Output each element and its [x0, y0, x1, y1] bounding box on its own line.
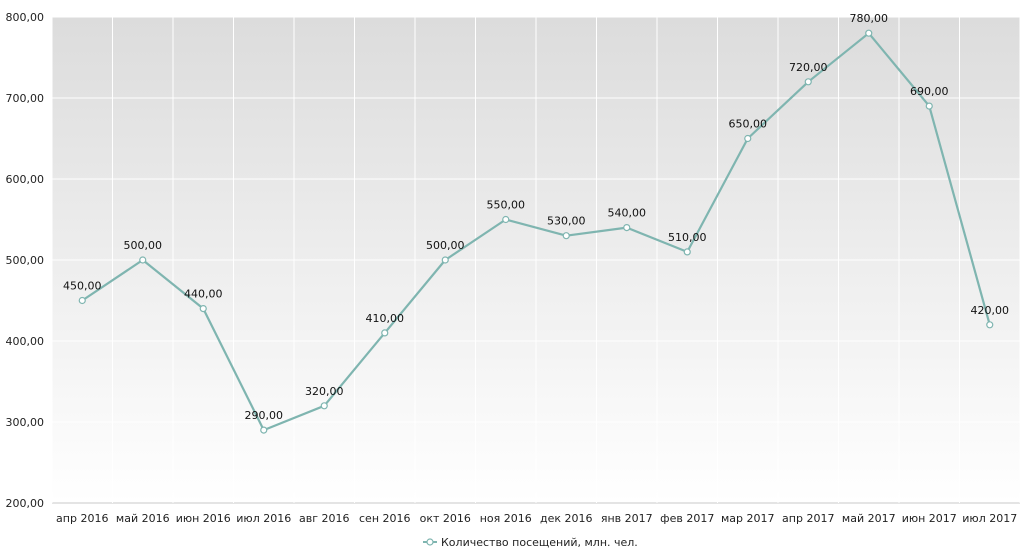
legend-marker	[426, 538, 434, 546]
x-tick-label: янв 2017	[601, 512, 653, 525]
x-tick-label: июл 2016	[236, 512, 291, 525]
y-tick-label: 200,00	[6, 497, 45, 510]
series-layer	[78, 29, 994, 434]
data-label: 440,00	[184, 288, 223, 301]
data-point	[381, 329, 389, 337]
legend-label: Количество посещений, млн. чел.	[441, 536, 638, 549]
x-tick-label: авг 2016	[299, 512, 350, 525]
data-point	[804, 78, 812, 86]
x-axis-ticks: апр 2016 май 2016 июн 2016 июл 2016 авг 2016…	[56, 512, 1017, 525]
data-label: 500,00	[426, 239, 465, 252]
data-label: 780,00	[850, 12, 889, 25]
y-tick-label: 800,00	[6, 11, 45, 24]
data-point	[199, 305, 207, 313]
y-tick-label: 400,00	[6, 335, 45, 348]
y-tick-label: 600,00	[6, 173, 45, 186]
data-label: 550,00	[487, 199, 526, 212]
data-point	[320, 402, 328, 410]
y-tick-label: 700,00	[6, 92, 45, 105]
x-tick-label: апр 2017	[782, 512, 834, 525]
data-labels: 450,00 500,00 440,00 290,00 320,00 410,00 500,…	[63, 12, 1009, 422]
data-point	[562, 232, 570, 240]
data-point	[925, 102, 933, 110]
x-tick-label: дек 2016	[540, 512, 593, 525]
data-point	[139, 256, 147, 264]
data-label: 290,00	[245, 409, 284, 422]
x-tick-label: май 2016	[116, 512, 170, 525]
data-label: 690,00	[910, 85, 949, 98]
data-point	[441, 256, 449, 264]
data-point	[623, 224, 631, 232]
data-point	[502, 215, 510, 224]
x-tick-label: ноя 2016	[480, 512, 532, 525]
data-label: 420,00	[971, 304, 1010, 317]
data-label: 450,00	[63, 280, 102, 293]
x-tick-label: июл 2017	[962, 512, 1017, 525]
x-tick-label: фев 2017	[660, 512, 714, 525]
data-label: 650,00	[729, 118, 768, 131]
x-tick-label: окт 2016	[420, 512, 471, 525]
y-tick-label: 300,00	[6, 416, 45, 429]
data-label: 540,00	[608, 207, 647, 220]
x-tick-label: сен 2016	[359, 512, 411, 525]
data-point	[986, 321, 994, 329]
data-label: 530,00	[547, 215, 586, 228]
x-tick-label: июн 2016	[176, 512, 231, 525]
data-label: 410,00	[366, 312, 405, 325]
series-line	[81, 32, 991, 432]
data-point	[78, 296, 86, 305]
x-tick-label: мар 2017	[721, 512, 775, 525]
legend[interactable]: Количество посещений, млн. чел.	[423, 536, 638, 549]
x-tick-label: май 2017	[842, 512, 896, 525]
data-label: 500,00	[124, 239, 163, 252]
data-point	[683, 248, 691, 256]
grid-lines	[51, 16, 1021, 504]
data-point	[865, 29, 873, 37]
y-axis-ticks: 200,00 300,00 400,00 500,00 600,00 700,00 800,…	[6, 11, 45, 510]
data-point	[260, 426, 268, 434]
x-tick-label: июн 2017	[902, 512, 957, 525]
x-tick-label: апр 2016	[56, 512, 108, 525]
data-point	[744, 134, 752, 143]
data-label: 720,00	[789, 61, 828, 74]
data-label: 320,00	[305, 385, 344, 398]
data-label: 510,00	[668, 231, 707, 244]
y-tick-label: 500,00	[6, 254, 45, 267]
